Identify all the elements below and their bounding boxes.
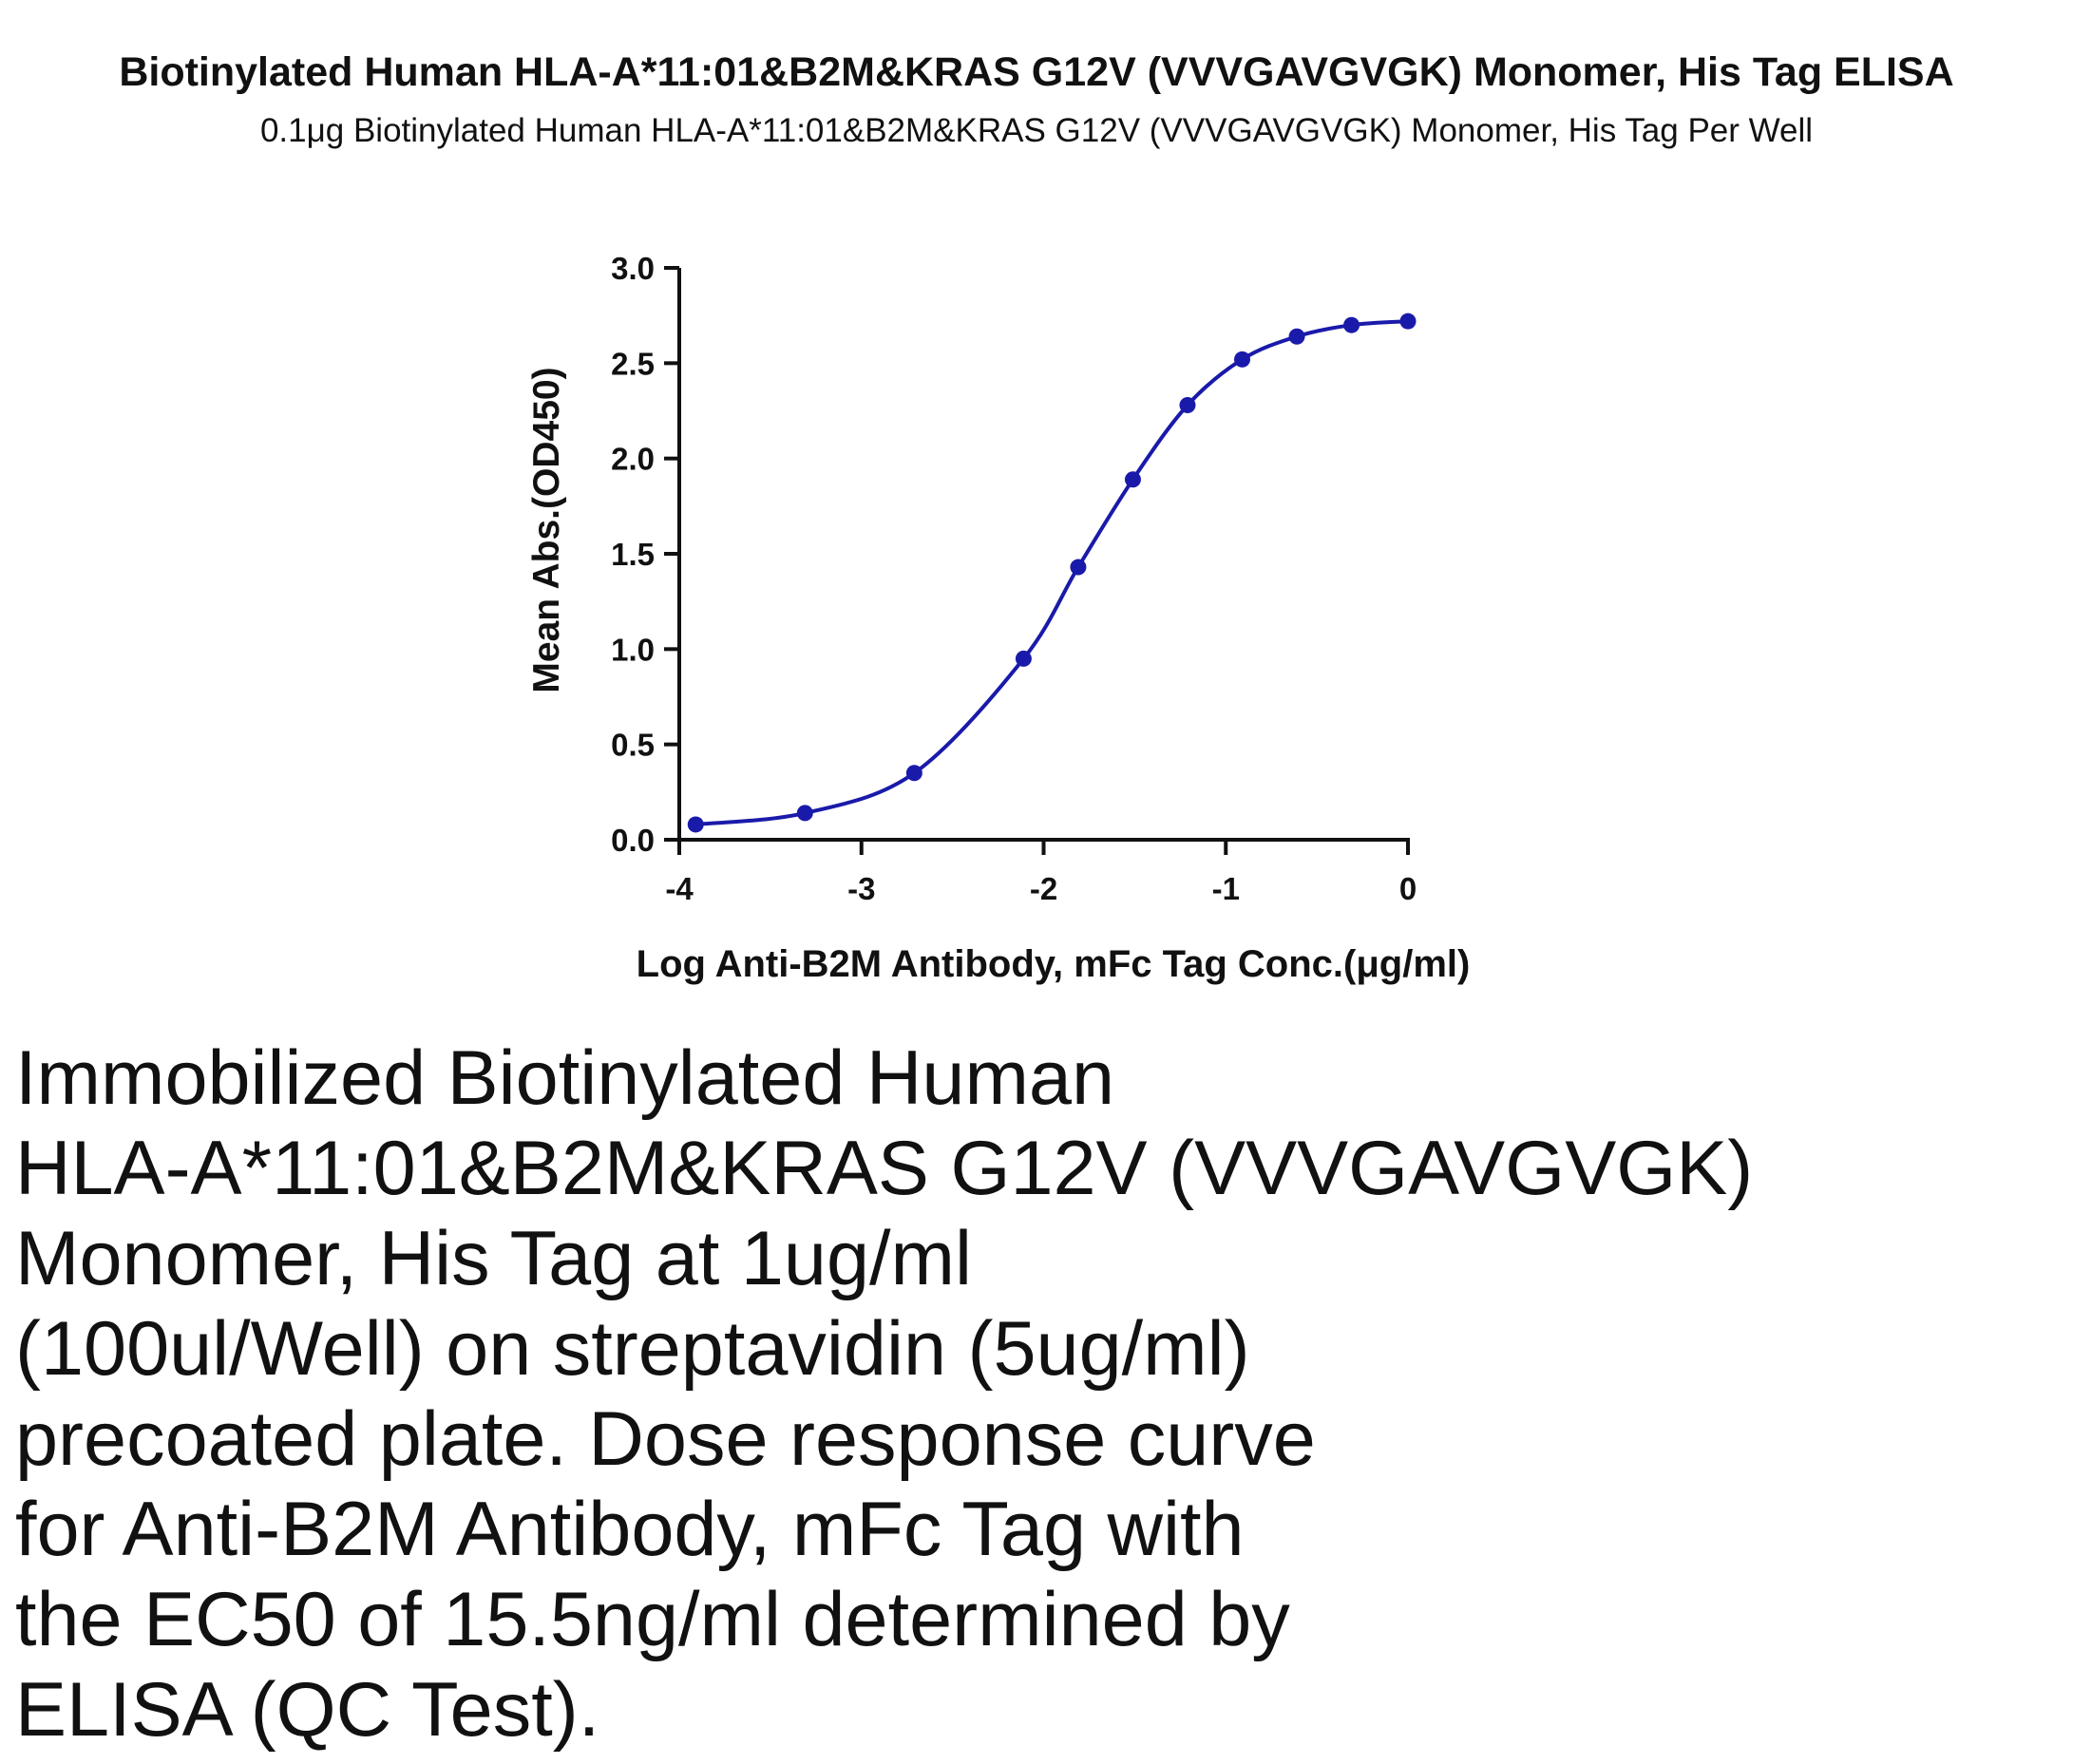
figure-caption: Immobilized Biotinylated Human HLA-A*11:… bbox=[15, 1034, 2058, 1755]
x-tick-label: -4 bbox=[665, 871, 694, 906]
x-tick-label: -2 bbox=[1030, 871, 1057, 906]
data-point bbox=[1179, 396, 1196, 413]
y-tick-label: 2.0 bbox=[611, 442, 655, 477]
caption-line: for Anti-B2M Antibody, mFc Tag with bbox=[15, 1487, 1245, 1572]
y-tick-label: 2.5 bbox=[611, 346, 655, 381]
y-tick-label: 0.5 bbox=[611, 728, 655, 763]
data-point bbox=[1399, 313, 1417, 330]
data-point bbox=[1288, 328, 1305, 345]
data-points-layer bbox=[687, 313, 1417, 833]
fit-curve-layer bbox=[695, 319, 1409, 826]
x-tick-label: -1 bbox=[1212, 871, 1240, 906]
caption-line: ELISA (QC Test). bbox=[15, 1667, 600, 1753]
y-tick-label: 0.0 bbox=[611, 823, 655, 858]
caption-line: the EC50 of 15.5ng/ml determined by bbox=[15, 1577, 1290, 1662]
data-point bbox=[1234, 351, 1251, 368]
y-tick-label: 3.0 bbox=[611, 251, 655, 286]
data-point bbox=[796, 805, 813, 822]
y-axis-label: Mean Abs.(OD450) bbox=[526, 367, 567, 692]
data-point bbox=[1124, 471, 1141, 488]
data-point bbox=[1070, 559, 1087, 576]
data-point bbox=[1015, 650, 1032, 667]
y-tick-label: 1.0 bbox=[611, 632, 655, 667]
chart-title: Biotinylated Human HLA-A*11:01&B2M&KRAS … bbox=[119, 49, 1954, 95]
chart-axes bbox=[664, 266, 1410, 855]
x-axis-label: Log Anti-B2M Antibody, mFc Tag Conc.(μg/… bbox=[637, 943, 1471, 985]
x-tick-label: -3 bbox=[847, 871, 875, 906]
axis-labels-layer: 0.0 0.5 1.0 1.5 2.0 2.5 3.0 -4 -3 -2 -1 0 Log Anti-B… bbox=[526, 251, 1470, 985]
caption-line: Monomer, His Tag at 1ug/ml bbox=[15, 1216, 972, 1301]
caption-line: Immobilized Biotinylated Human bbox=[15, 1035, 1115, 1121]
caption-line: precoated plate. Dose response curve bbox=[15, 1396, 1316, 1482]
x-tick-label: 0 bbox=[1399, 871, 1417, 906]
data-point bbox=[905, 765, 922, 782]
y-tick-label: 1.5 bbox=[611, 537, 655, 572]
chart-subtitle: 0.1μg Biotinylated Human HLA-A*11:01&B2M… bbox=[259, 112, 1814, 149]
data-point bbox=[687, 816, 704, 833]
caption-line: (100ul/Well) on streptavidin (5ug/ml) bbox=[15, 1306, 1250, 1392]
caption-line: HLA-A*11:01&B2M&KRAS G12V (VVVGAVGVGK) bbox=[15, 1126, 1754, 1211]
series-line bbox=[695, 319, 1409, 826]
data-point bbox=[1343, 316, 1360, 333]
